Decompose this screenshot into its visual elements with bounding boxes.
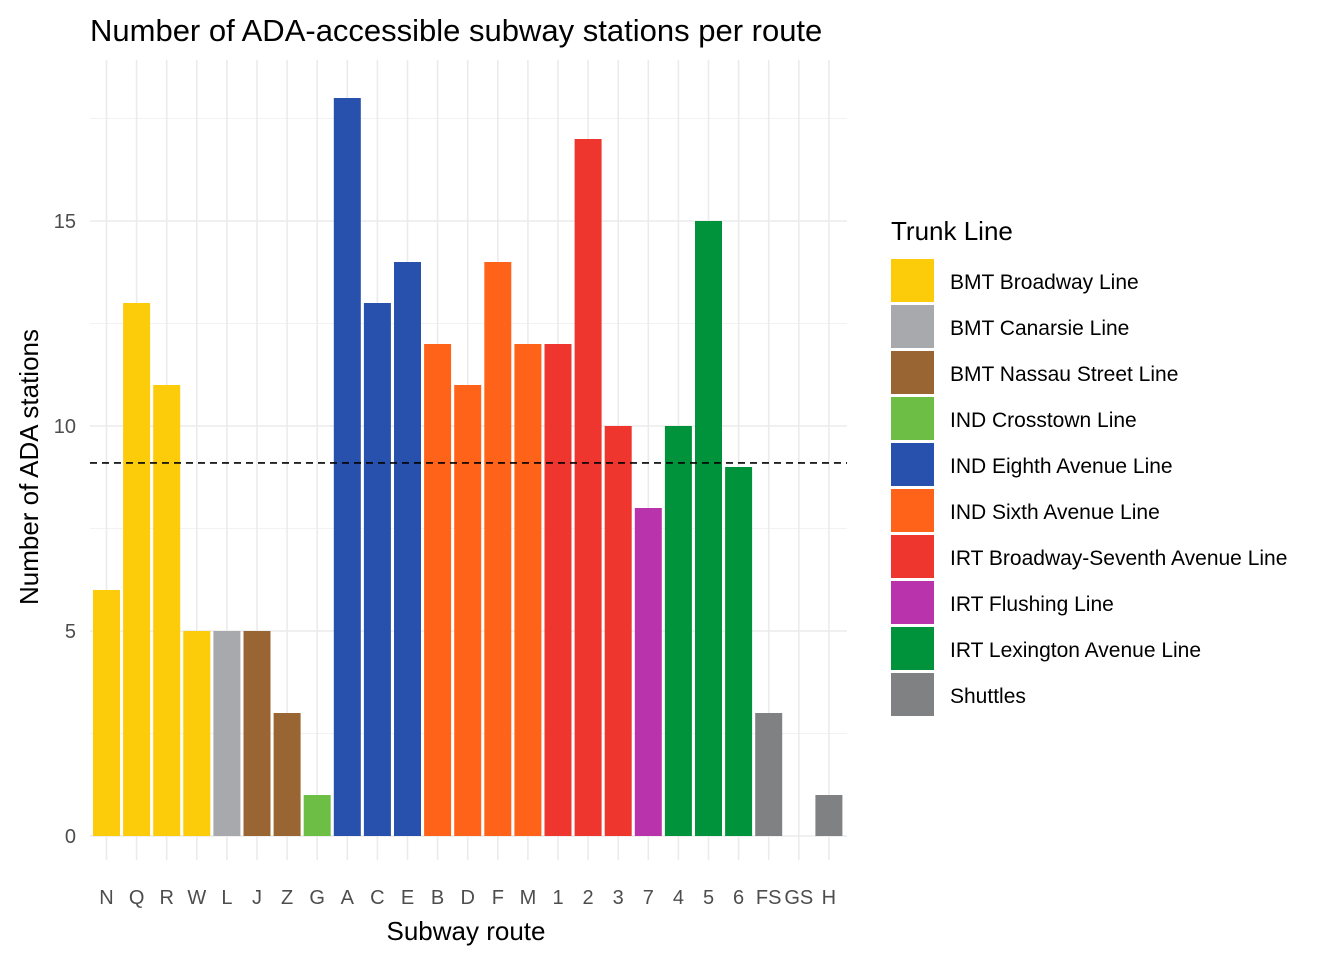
legend-swatch — [891, 397, 934, 440]
x-tick-label: FS — [756, 887, 782, 909]
legend-swatch — [891, 305, 934, 348]
bar-a — [333, 98, 361, 836]
bar-h — [815, 795, 843, 836]
legend-label: IND Crosstown Line — [950, 409, 1137, 432]
bar-4 — [664, 426, 692, 836]
x-tick-label: 3 — [613, 887, 624, 909]
x-axis-title: Subway route — [387, 916, 546, 946]
legend-swatch — [891, 351, 934, 394]
legend-label: BMT Canarsie Line — [950, 317, 1129, 340]
legend-label: Shuttles — [950, 685, 1026, 708]
x-tick-label: A — [341, 887, 355, 909]
legend-title: Trunk Line — [891, 216, 1013, 246]
bar-g — [303, 795, 331, 836]
legend-label: BMT Nassau Street Line — [950, 363, 1178, 386]
bar-n — [93, 590, 120, 836]
x-tick-label: M — [520, 887, 537, 909]
x-tick-label: 7 — [643, 887, 654, 909]
bar-m — [514, 344, 542, 836]
y-tick-label: 10 — [54, 416, 76, 438]
legend-label: IRT Lexington Avenue Line — [950, 639, 1201, 662]
x-tick-label: H — [822, 887, 836, 909]
bar-c — [363, 303, 391, 836]
y-tick-label: 5 — [65, 621, 76, 643]
x-tick-label: B — [431, 887, 444, 909]
bar-fs — [755, 713, 783, 836]
bar-q — [123, 303, 151, 836]
legend-swatch — [891, 443, 934, 486]
x-tick-label: 1 — [552, 887, 563, 909]
y-axis-ticks: 0 5 10 15 — [54, 211, 76, 848]
x-tick-label: Q — [129, 887, 145, 909]
legend-swatch — [891, 489, 934, 532]
x-tick-label: Z — [281, 887, 293, 909]
x-tick-label: G — [309, 887, 325, 909]
x-tick-label: D — [460, 887, 474, 909]
legend-swatch — [891, 535, 934, 578]
y-tick-label: 0 — [65, 826, 76, 848]
x-tick-label: F — [492, 887, 504, 909]
x-tick-label: C — [370, 887, 384, 909]
bar-6 — [725, 467, 753, 836]
bar-7 — [634, 508, 662, 836]
bar-1 — [544, 344, 572, 836]
x-tick-label: 6 — [733, 887, 744, 909]
bar-z — [273, 713, 301, 836]
bar-b — [424, 344, 452, 836]
bar-j — [243, 631, 271, 836]
bars — [93, 98, 843, 836]
x-tick-label: E — [401, 887, 414, 909]
x-axis-ticks: N Q R W L J Z G A C E B D F M 1 2 3 7 4 5 6 FS GS H — [99, 887, 836, 909]
legend-label: IND Eighth Avenue Line — [950, 455, 1173, 478]
x-tick-label: L — [221, 887, 232, 909]
legend-swatch — [891, 259, 934, 302]
legend-label: IND Sixth Avenue Line — [950, 501, 1160, 524]
bar-w — [183, 631, 211, 836]
x-tick-label: N — [99, 887, 113, 909]
legend-swatch — [891, 673, 934, 716]
bar-f — [484, 262, 512, 836]
x-tick-label: W — [187, 887, 206, 909]
bar-r — [153, 385, 181, 836]
bar-2 — [574, 139, 602, 836]
x-tick-label: 4 — [673, 887, 684, 909]
legend: BMT Broadway Line BMT Canarsie Line BMT Na… — [891, 259, 1287, 716]
x-tick-label: J — [252, 887, 262, 909]
x-tick-label: 2 — [583, 887, 594, 909]
legend-label: IRT Flushing Line — [950, 593, 1114, 616]
legend-swatch — [891, 627, 934, 670]
legend-swatch — [891, 581, 934, 624]
x-tick-label: R — [159, 887, 173, 909]
y-axis-title: Number of ADA stations — [14, 329, 44, 605]
bar-l — [213, 631, 241, 836]
x-tick-label: 5 — [703, 887, 714, 909]
bar-5 — [695, 221, 722, 836]
chart-title: Number of ADA-accessible subway stations… — [90, 13, 822, 48]
bar-e — [394, 262, 421, 836]
y-tick-label: 15 — [54, 211, 76, 233]
x-tick-label: GS — [784, 887, 813, 909]
bar-3 — [604, 426, 632, 836]
bar-d — [454, 385, 482, 836]
legend-label: IRT Broadway-Seventh Avenue Line — [950, 547, 1287, 570]
legend-label: BMT Broadway Line — [950, 271, 1139, 294]
